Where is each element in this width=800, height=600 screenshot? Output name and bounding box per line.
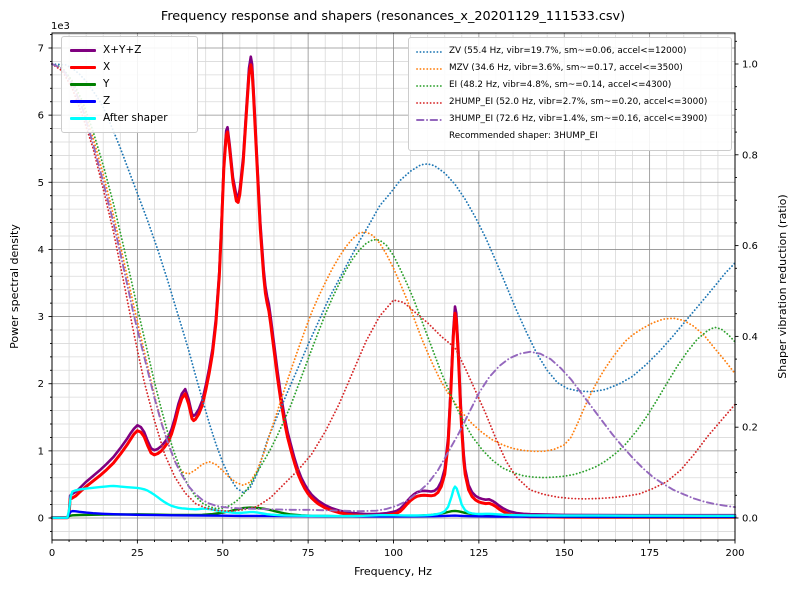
- legend-label: 2HUMP_EI (52.0 Hz, vibr=2.7%, sm~=0.20, …: [449, 97, 708, 108]
- curve-x: [50, 63, 737, 520]
- svg-text:0.8: 0.8: [742, 150, 758, 161]
- legend-entry-x: X: [70, 59, 189, 76]
- legend-line-sample: [70, 117, 96, 120]
- legend-label: X: [103, 61, 111, 74]
- chart-title: Frequency response and shapers (resonanc…: [161, 9, 625, 24]
- svg-text:0.2: 0.2: [742, 423, 758, 434]
- legend-psd: X+Y+Z X Y Z After shaper: [61, 36, 198, 133]
- legend-entry-ei: EI (48.2 Hz, vibr=4.8%, sm~=0.14, accel<…: [416, 77, 724, 94]
- axis-ticks: [48, 34, 739, 544]
- legend-entry-zv: ZV (55.4 Hz, vibr=19.7%, sm~=0.06, accel…: [416, 43, 724, 60]
- y-left-offset-text: 1e3: [51, 21, 70, 32]
- legend-line-sample: [416, 84, 442, 87]
- svg-text:200: 200: [725, 548, 744, 559]
- svg-text:5: 5: [38, 178, 44, 189]
- legend-label: Y: [103, 78, 110, 91]
- svg-text:50: 50: [216, 548, 229, 559]
- legend-entry-x-y-z: X+Y+Z: [70, 42, 189, 59]
- y-left-axis-label: Power spectral density: [8, 224, 21, 349]
- curve-zv: [51, 63, 736, 494]
- recommended-shaper-text: Recommended shaper: 3HUMP_EI: [449, 131, 598, 142]
- svg-text:0.4: 0.4: [742, 332, 758, 343]
- legend-label: ZV (55.4 Hz, vibr=19.7%, sm~=0.06, accel…: [449, 46, 687, 57]
- svg-text:2: 2: [38, 379, 44, 390]
- curve-2hump-ei: [51, 63, 736, 513]
- legend-label: EI (48.2 Hz, vibr=4.8%, sm~=0.14, accel<…: [449, 80, 672, 91]
- legend-entry-3hump-ei: 3HUMP_EI (72.6 Hz, vibr=1.4%, sm~=0.16, …: [416, 111, 724, 128]
- legend-line-sample: [70, 66, 96, 69]
- curve-after-shaper: [50, 484, 737, 519]
- curve-3hump-ei: [51, 63, 736, 513]
- legend-line-sample: [70, 100, 96, 103]
- svg-text:100: 100: [384, 548, 403, 559]
- svg-text:6: 6: [38, 111, 44, 122]
- legend-line-sample: [70, 83, 96, 86]
- legend-label: After shaper: [103, 112, 168, 125]
- legend-entry-y: Y: [70, 76, 189, 93]
- legend-line-sample: [70, 49, 96, 52]
- svg-text:175: 175: [640, 548, 659, 559]
- svg-text:0: 0: [49, 548, 55, 559]
- svg-text:4: 4: [38, 245, 44, 256]
- svg-text:0.0: 0.0: [742, 514, 758, 525]
- svg-text:0: 0: [38, 514, 44, 525]
- legend-entry-2hump-ei: 2HUMP_EI (52.0 Hz, vibr=2.7%, sm~=0.20, …: [416, 94, 724, 111]
- tick-labels: 0 25 50 75 100 125 150 175 200 0 1 2 3 4 5 6 7 0.0 0.2 0.4 0…: [38, 44, 758, 560]
- curve-z: [50, 509, 737, 519]
- legend-label: MZV (34.6 Hz, vibr=3.6%, sm~=0.17, accel…: [449, 63, 683, 74]
- y-right-axis-label: Shaper vibration reduction (ratio): [776, 194, 789, 378]
- svg-text:3: 3: [38, 312, 44, 323]
- legend-entry-after-shaper: After shaper: [70, 110, 189, 127]
- svg-text:1.0: 1.0: [742, 60, 758, 71]
- curve-ei: [51, 63, 736, 510]
- x-axis-label: Frequency, Hz: [354, 565, 432, 578]
- legend-label: 3HUMP_EI (72.6 Hz, vibr=1.4%, sm~=0.16, …: [449, 114, 708, 125]
- legend-label: Z: [103, 95, 111, 108]
- svg-text:150: 150: [555, 548, 574, 559]
- svg-text:75: 75: [302, 548, 315, 559]
- legend-entry-z: Z: [70, 93, 189, 110]
- legend-entry-mzv: MZV (34.6 Hz, vibr=3.6%, sm~=0.17, accel…: [416, 60, 724, 77]
- legend-label: X+Y+Z: [103, 44, 142, 57]
- svg-text:1: 1: [38, 446, 44, 457]
- legend-line-sample: [416, 118, 442, 121]
- legend-recommended-shaper-note: Recommended shaper: 3HUMP_EI: [416, 128, 724, 145]
- legend-line-sample: [416, 50, 442, 53]
- svg-text:125: 125: [469, 548, 488, 559]
- legend-line-sample: [416, 101, 442, 104]
- svg-text:7: 7: [38, 44, 44, 55]
- legend-shapers: ZV (55.4 Hz, vibr=19.7%, sm~=0.06, accel…: [408, 37, 732, 151]
- svg-text:0.6: 0.6: [742, 241, 758, 252]
- svg-text:25: 25: [131, 548, 144, 559]
- curves: [50, 55, 737, 520]
- legend-line-sample: [416, 67, 442, 70]
